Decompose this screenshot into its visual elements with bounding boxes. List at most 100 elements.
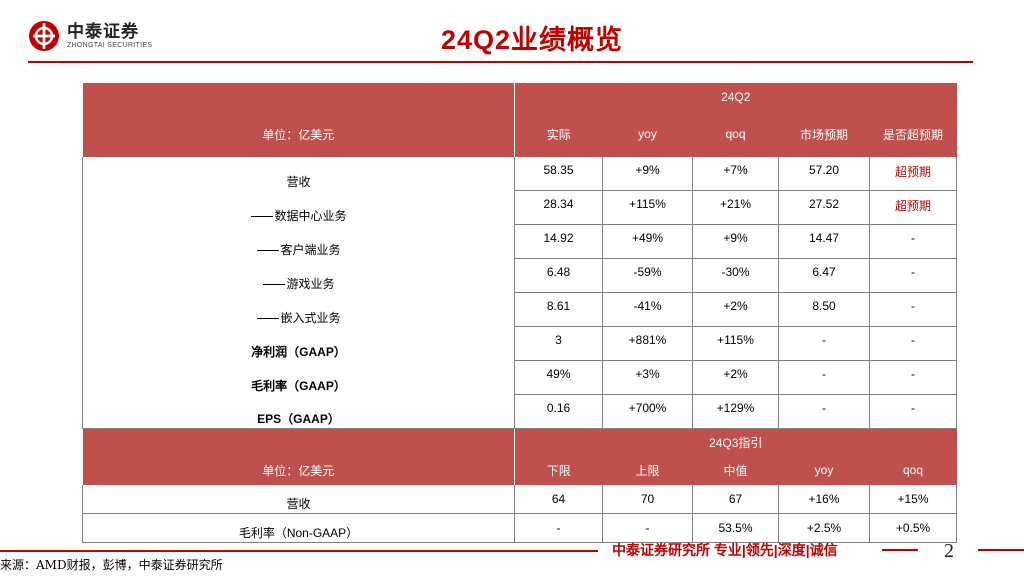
table-cell: -: [869, 360, 958, 395]
table-cell: -59%: [602, 258, 693, 293]
brand-logo: 中泰证券 ZHONGTAI SECURITIES: [28, 20, 152, 52]
table-cell: -: [869, 258, 958, 293]
q2-column-header: 单位：亿美元 实际 yoy qoq 市场预期 是否超预期: [82, 111, 957, 157]
col-header: qoq: [692, 111, 779, 157]
title-divider: [28, 61, 973, 63]
table-cell: +115%: [692, 326, 779, 361]
table-cell: +115%: [602, 190, 693, 225]
table-cell: +15%: [869, 485, 958, 514]
table-cell: 27.52: [778, 190, 870, 225]
table-cell: -: [778, 394, 870, 429]
zhongtai-logo-icon: [29, 21, 59, 51]
table-cell: 67: [692, 485, 779, 514]
page-title: 24Q2业绩概览: [440, 25, 624, 55]
row-label: EPS（GAAP）: [82, 394, 515, 429]
table-cell: 超预期: [869, 190, 958, 225]
table-cell: -: [778, 360, 870, 395]
indent-dash: [251, 215, 274, 217]
table-cell: -: [602, 513, 693, 543]
table-cell: 0.16: [514, 394, 603, 429]
table-cell: +9%: [692, 224, 779, 259]
col-header: 上限: [602, 455, 693, 485]
row-label: 净利润（GAAP）: [82, 326, 515, 361]
footer-divider-mid: [882, 549, 918, 551]
table-row: 嵌入式业务 8.61 -41% +2% 8.50 -: [82, 292, 958, 327]
table-cell: 57.20: [778, 157, 870, 191]
table-cell: +7%: [692, 157, 779, 191]
source-note: 来源：AMD财报，彭博，中泰证券研究所: [0, 558, 223, 572]
table-cell: +2%: [692, 360, 779, 395]
table-cell: +3%: [602, 360, 693, 395]
table-cell: 8.50: [778, 292, 870, 327]
table-cell: -: [869, 292, 958, 327]
table-cell: -: [778, 326, 870, 361]
q2-section-label: 24Q2: [513, 83, 957, 111]
col-header: 实际: [514, 111, 603, 157]
table-cell: -: [869, 326, 958, 361]
results-table: 24Q2 单位：亿美元 实际 yoy qoq 市场预期 是否超预期 营收 58.…: [82, 83, 958, 543]
col-header: 中值: [692, 455, 779, 485]
unit-label: 单位：亿美元: [82, 111, 515, 157]
table-cell: 28.34: [514, 190, 603, 225]
footer-divider-left: [0, 550, 598, 552]
indent-dash: [257, 317, 280, 319]
table-row: 游戏业务 6.48 -59% -30% 6.47 -: [82, 258, 958, 293]
row-label: 毛利率（GAAP）: [82, 360, 515, 395]
q3-section-header: 24Q3指引: [82, 428, 957, 455]
row-label: 数据中心业务: [274, 208, 347, 223]
table-cell: +16%: [778, 485, 870, 514]
row-label: 毛利率（Non-GAAP）: [82, 513, 515, 543]
col-header: 市场预期: [778, 111, 870, 157]
row-label: 营收: [82, 157, 515, 191]
row-label: 客户端业务: [280, 242, 341, 257]
row-label: 游戏业务: [286, 276, 335, 291]
unit-label: 单位：亿美元: [82, 455, 515, 485]
table-cell: 8.61: [514, 292, 603, 327]
table-cell: +9%: [602, 157, 693, 191]
table-cell: 58.35: [514, 157, 603, 191]
brand-name-en: ZHONGTAI SECURITIES: [67, 41, 153, 49]
table-cell: +49%: [602, 224, 693, 259]
table-row: 营收 64 70 67 +16% +15%: [82, 485, 958, 514]
page-number: 2: [944, 540, 954, 562]
table-cell: -: [514, 513, 603, 543]
table-row: EPS（GAAP） 0.16 +700% +129% - -: [82, 394, 958, 429]
table-cell: 64: [514, 485, 603, 514]
col-header: qoq: [869, 455, 957, 485]
brand-name: 中泰证券: [67, 21, 139, 41]
indent-dash: [263, 283, 286, 285]
table-cell: -30%: [692, 258, 779, 293]
table-row: 数据中心业务 28.34 +115% +21% 27.52 超预期: [82, 190, 958, 225]
table-cell: 超预期: [869, 157, 958, 191]
footer-divider-right: [978, 549, 1024, 551]
table-cell: -: [869, 224, 958, 259]
row-label: 营收: [82, 485, 515, 514]
table-cell: +21%: [692, 190, 779, 225]
table-cell: 14.92: [514, 224, 603, 259]
table-row: 营收 58.35 +9% +7% 57.20 超预期: [82, 157, 958, 191]
table-row: 毛利率（GAAP） 49% +3% +2% - -: [82, 360, 958, 395]
footer-slogan: 中泰证券研究所 专业|领先|深度|诚信: [612, 542, 838, 558]
q3-section-label: 24Q3指引: [513, 428, 957, 455]
table-cell: +129%: [692, 394, 779, 429]
table-cell: 53.5%: [692, 513, 779, 543]
col-header: 下限: [514, 455, 603, 485]
table-row: 净利润（GAAP） 3 +881% +115% - -: [82, 326, 958, 361]
col-header: yoy: [778, 455, 870, 485]
table-cell: +700%: [602, 394, 693, 429]
table-cell: 6.47: [778, 258, 870, 293]
q3-column-header: 单位：亿美元 下限 上限 中值 yoy qoq: [82, 455, 957, 485]
table-cell: +2.5%: [778, 513, 870, 543]
table-cell: -: [869, 394, 958, 429]
col-header: yoy: [602, 111, 693, 157]
indent-dash: [257, 249, 280, 251]
table-cell: +0.5%: [869, 513, 958, 543]
table-row: 毛利率（Non-GAAP） - - 53.5% +2.5% +0.5%: [82, 513, 958, 543]
row-label: 嵌入式业务: [280, 310, 341, 325]
table-cell: 3: [514, 326, 603, 361]
table-cell: +881%: [602, 326, 693, 361]
table-cell: 14.47: [778, 224, 870, 259]
table-cell: 49%: [514, 360, 603, 395]
table-row: 客户端业务 14.92 +49% +9% 14.47 -: [82, 224, 958, 259]
table-cell: 70: [602, 485, 693, 514]
